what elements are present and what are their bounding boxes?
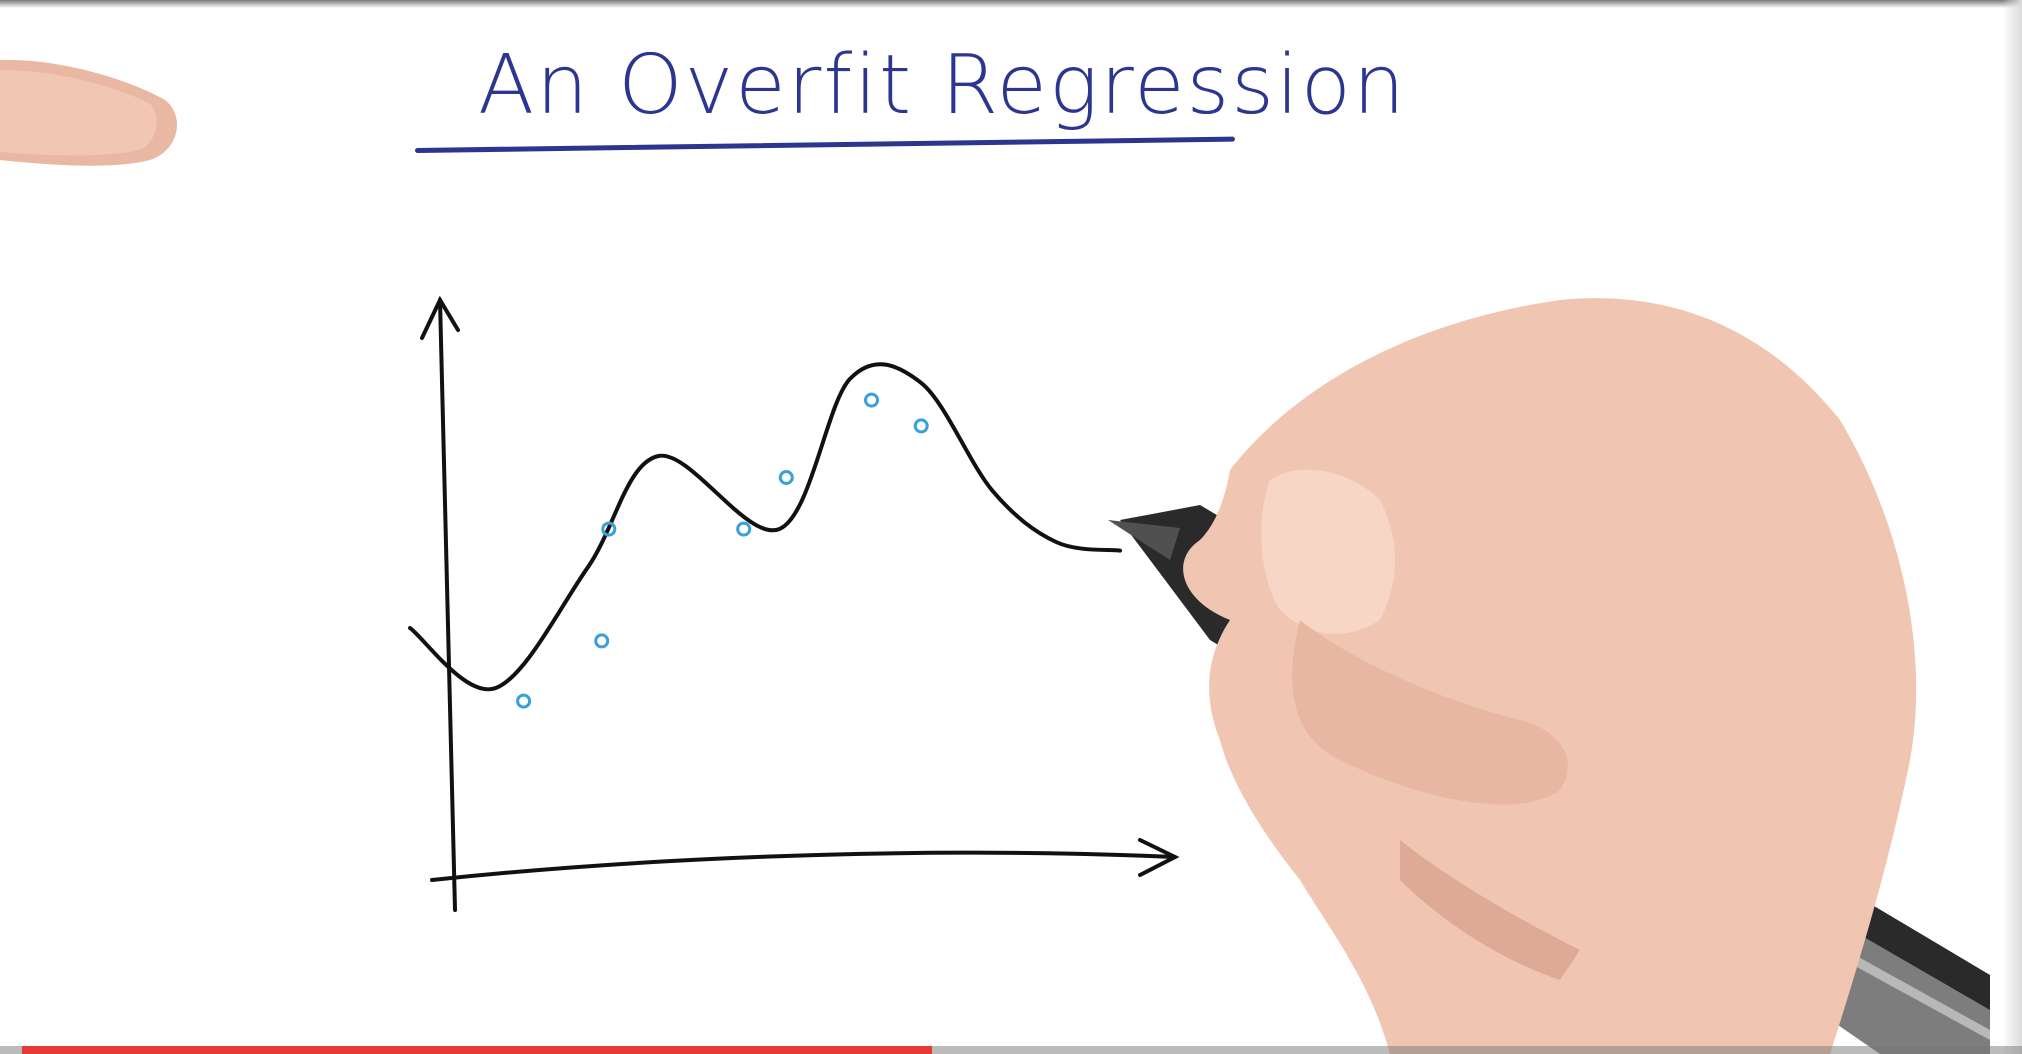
chart-axes (420, 295, 1180, 912)
progress-bar[interactable] (0, 1046, 2022, 1054)
x-axis (430, 850, 1177, 882)
progress-bar-fill (22, 1046, 932, 1054)
overfit-curve (408, 362, 1122, 692)
hand-with-pen (1108, 298, 1990, 1054)
frame-right-edge (2002, 0, 2022, 1054)
data-point (601, 521, 617, 537)
x-axis-arrowhead (1138, 838, 1180, 877)
y-axis-arrowhead (420, 295, 460, 340)
data-point (516, 693, 532, 709)
y-axis (438, 298, 457, 912)
data-point (778, 470, 794, 485)
frame-top-shadow (0, 0, 2022, 8)
whiteboard-title: An Overfit Regression (478, 38, 1407, 133)
data-points (516, 392, 929, 709)
finger-top-left (0, 59, 177, 166)
data-point (736, 521, 752, 537)
data-point (913, 418, 929, 434)
data-point (594, 633, 610, 649)
data-point (864, 392, 879, 408)
